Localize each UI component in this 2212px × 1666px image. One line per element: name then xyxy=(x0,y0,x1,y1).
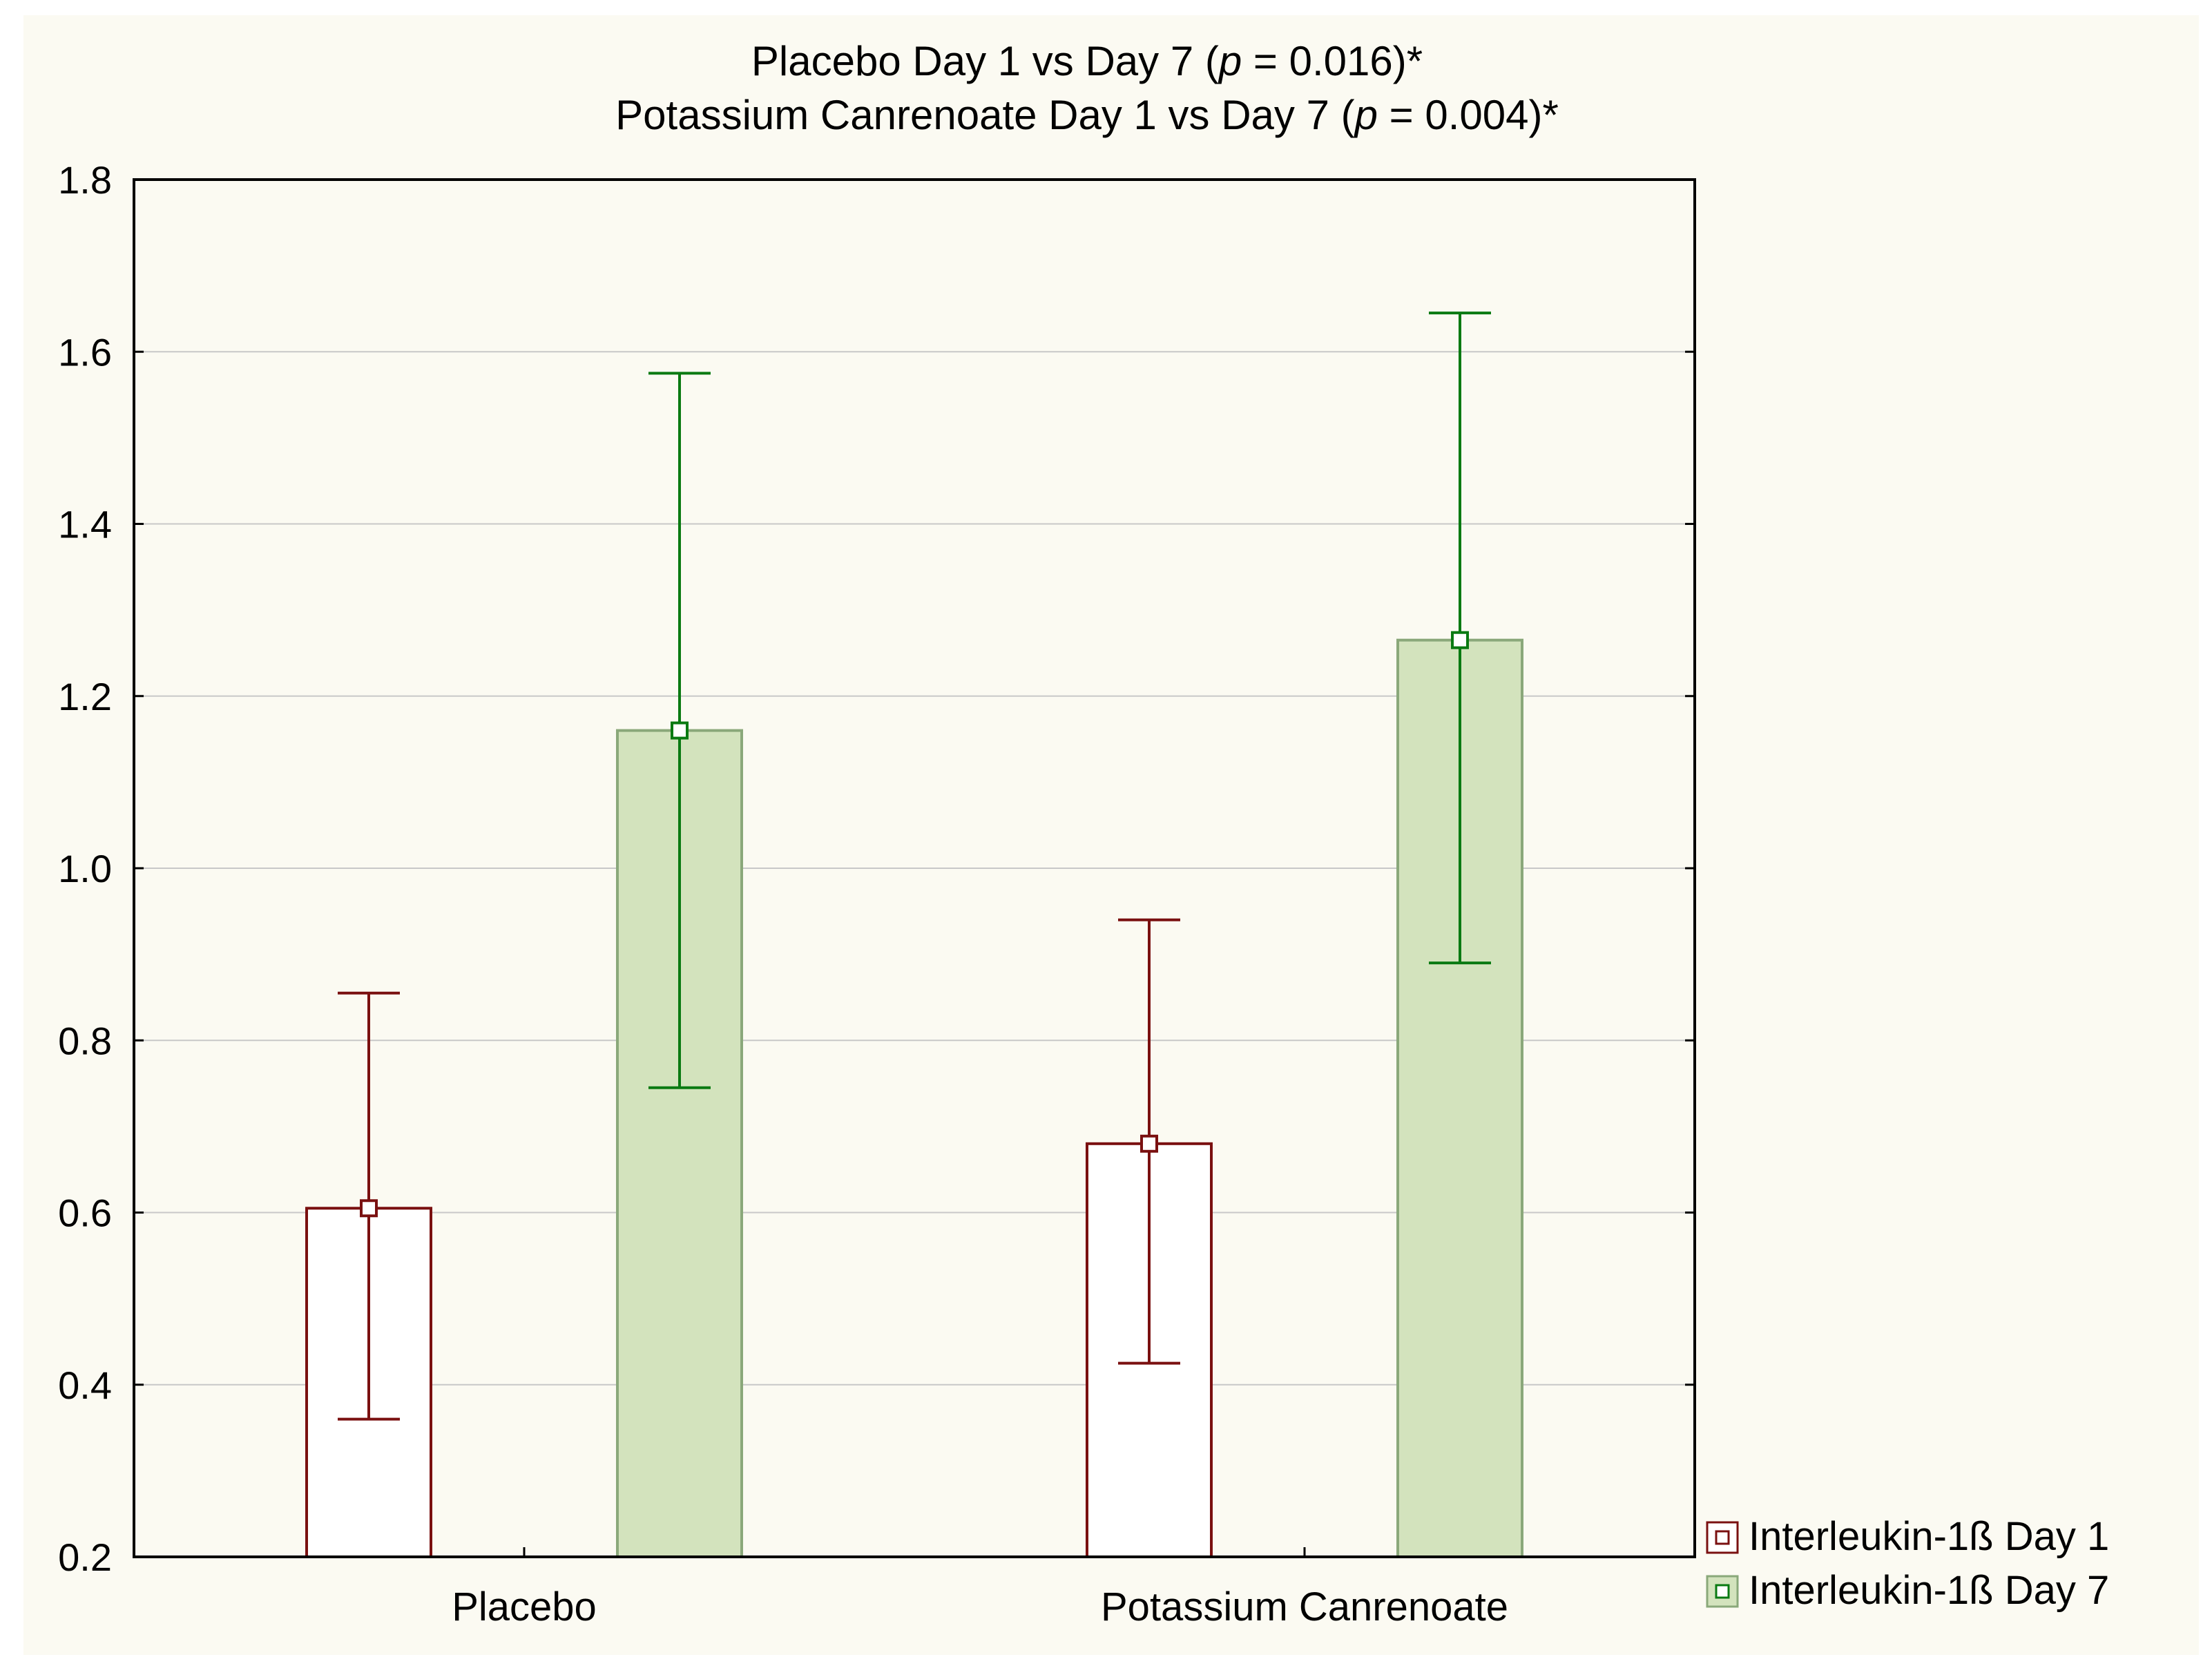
x-tick-label: Potassium Canrenoate xyxy=(1101,1584,1508,1629)
y-tick-label: 1.2 xyxy=(58,675,112,718)
y-tick-label: 1.6 xyxy=(58,330,112,374)
bars xyxy=(305,638,1523,1559)
chart: Placebo Day 1 vs Day 7 (p = 0.016)* Pota… xyxy=(58,38,2109,1629)
x-axis: Placebo Potassium Canrenoate xyxy=(452,1547,1508,1629)
legend-label: Interleukin-1ß Day 7 xyxy=(1749,1568,2109,1613)
legend: Interleukin-1ß Day 1 Interleukin-1ß Day 7 xyxy=(1706,1514,2109,1613)
chart-frame: Placebo Day 1 vs Day 7 (p = 0.016)* Pota… xyxy=(23,15,2199,1655)
legend-label: Interleukin-1ß Day 1 xyxy=(1749,1514,2109,1559)
chart-title-line-2: Potassium Canrenoate Day 1 vs Day 7 (p =… xyxy=(615,92,1559,138)
legend-marker xyxy=(1715,1530,1730,1545)
y-tick-label: 0.4 xyxy=(58,1363,112,1407)
x-tick-label: Placebo xyxy=(452,1584,597,1629)
y-tick-label: 1.0 xyxy=(58,847,112,890)
legend-marker xyxy=(1715,1584,1730,1599)
y-tick-label: 0.8 xyxy=(58,1019,112,1062)
y-tick-label: 1.8 xyxy=(58,158,112,202)
mean-marker xyxy=(1140,1134,1158,1153)
y-tick-label: 0.2 xyxy=(58,1535,112,1579)
y-tick-label: 1.4 xyxy=(58,503,112,546)
error-bars xyxy=(338,312,1491,1421)
y-axis: 0.2 0.4 0.6 0.8 1.0 1.2 1.4 1.6 1.8 xyxy=(58,158,1695,1579)
chart-title-line-1: Placebo Day 1 vs Day 7 (p = 0.016)* xyxy=(751,38,1423,84)
mean-marker xyxy=(360,1199,378,1218)
mean-marker xyxy=(1451,631,1469,649)
y-tick-label: 0.6 xyxy=(58,1191,112,1235)
mean-marker xyxy=(671,721,689,740)
